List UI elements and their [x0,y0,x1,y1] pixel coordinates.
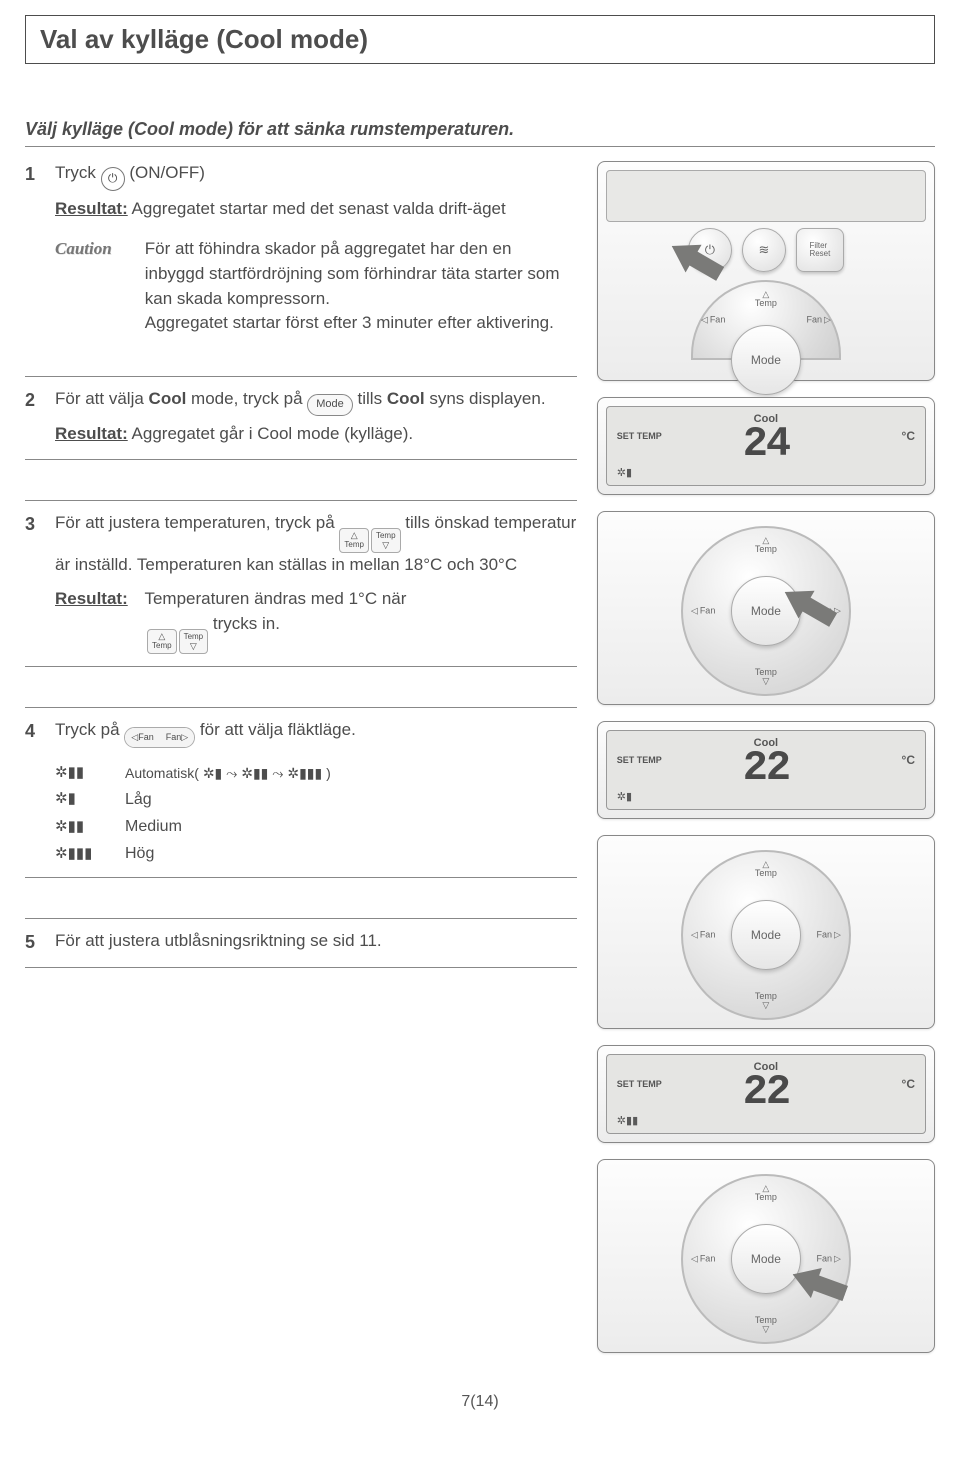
mode-center-button[interactable]: Mode [731,576,801,646]
fan-mode-med: ✲▮▮ Medium [55,815,577,838]
page-number: 7(14) [25,1393,935,1411]
page-title-box: Val av kylläge (Cool mode) [25,15,935,64]
s2-c: tills [358,389,387,408]
s3-res-a: Temperaturen ändras med 1°C när [144,589,406,608]
lcd-4-fan-icon: ✲▮▮ [617,1114,638,1127]
s2-a: För att välja [55,389,149,408]
figure-1-blank-display [606,170,926,222]
lcd-3-fan-icon: ✲▮ [617,790,632,803]
step-1-result-label: Resultat: [55,199,128,218]
step-4: 4 Tryck på ◁FanFan▷ för att välja fläktl… [25,707,577,878]
fan-med-icon: ✲▮▮ [55,816,105,838]
figure-4: Cool SET TEMP °C 22 ✲▮ [597,721,935,819]
figure-2: Cool SET TEMP °C 24 ✲▮ [597,397,935,495]
lcd-display-3: Cool SET TEMP °C 22 ✲▮ [606,730,926,810]
filter-reset-button[interactable]: Filter Reset [796,228,844,272]
step-1-post: (ON/OFF) [129,163,205,182]
figure-3: △Temp Temp▽ ◁Fan Fan▷ Mode [597,511,935,705]
s2-b: mode, tryck på [186,389,307,408]
step-3: 3 För att justera temperaturen, tryck på… [25,500,577,667]
lcd-2-value: 24 [615,423,917,465]
step-4-num: 4 [25,718,55,744]
s2-cool1: Cool [149,389,187,408]
mode-button-icon: Mode [307,394,353,416]
step-2-num: 2 [25,387,55,413]
page-title: Val av kylläge (Cool mode) [40,24,368,54]
swing-button[interactable]: ≋ [742,228,786,272]
lcd-display-4: Cool SET TEMP °C 22 ✲▮▮ [606,1054,926,1134]
temp-buttons-icon: △Temp Temp▽ [339,528,400,553]
control-pad-3[interactable]: △Temp Temp▽ ◁Fan Fan▷ Mode [681,526,851,696]
temp-buttons-icon-2: △Temp Temp▽ [147,629,208,654]
intro-text: Välj kylläge (Cool mode) för att sänka r… [25,119,935,140]
s3-res-b: trycks in. [213,614,280,633]
s2-d: syns displayen. [425,389,546,408]
lcd-display-2: Cool SET TEMP °C 24 ✲▮ [606,406,926,486]
caution-text: För att föhindra skador på aggregatet ha… [145,237,572,336]
step-1-pre: Tryck [55,163,101,182]
control-pad-5[interactable]: △Temp Temp▽ ◁Fan Fan▷ Mode [681,850,851,1020]
figure-5: △Temp Temp▽ ◁Fan Fan▷ Mode [597,835,935,1029]
fan-high-icon: ✲▮▮▮ [55,843,105,865]
step-2-result-label: Resultat: [55,424,128,443]
fan-mode-auto: ✲▮▮ Automatisk( ✲▮ ⤳ ✲▮▮ ⤳ ✲▮▮▮ ) [55,762,577,784]
main-columns: 1 Tryck ⏻ (ON/OFF) Resultat: Aggregatet … [25,161,935,1353]
step-1-num: 1 [25,161,55,187]
caution-label: Caution [55,237,140,262]
figures-column: ⏻ ≋ Filter Reset △Temp ◁Fan Fan▷ Mode Co… [597,161,935,1353]
s2-cool2: Cool [387,389,425,408]
fan-mode-high: ✲▮▮▮ Hög [55,842,577,865]
fan-buttons-icon: ◁FanFan▷ [124,727,195,748]
fan-mode-low: ✲▮ Låg [55,788,577,811]
s4-post: för att välja fläktläge. [200,720,356,739]
step-2: 2 För att välja Cool mode, tryck på Mode… [25,376,577,460]
power-button-icon: ⏻ [101,167,125,191]
fan-low-icon: ✲▮ [55,788,105,810]
lcd-4-value: 22 [615,1071,917,1113]
step-5: 5 För att justera utblåsningsriktning se… [25,918,577,968]
step-3-result-label: Resultat: [55,589,128,608]
s5-text: För att justera utblåsningsriktning se s… [55,931,382,950]
step-5-num: 5 [25,929,55,955]
figure-1: ⏻ ≋ Filter Reset △Temp ◁Fan Fan▷ Mode [597,161,935,381]
intro-separator [25,146,935,147]
step-2-result-text: Aggregatet går i Cool mode (kylläge). [132,424,414,443]
instructions-column: 1 Tryck ⏻ (ON/OFF) Resultat: Aggregatet … [25,161,577,1353]
step-1-result-text: Aggregatet startar med det senast valda … [132,199,506,218]
figure-7: △Temp Temp▽ ◁Fan Fan▷ Mode [597,1159,935,1353]
lcd-3-value: 22 [615,747,917,789]
fan-auto-icon: ✲▮▮ [55,762,105,784]
s3-a: För att justera temperaturen, tryck på [55,513,339,532]
step-3-num: 3 [25,511,55,537]
step-1: 1 Tryck ⏻ (ON/OFF) Resultat: Aggregatet … [25,161,577,336]
figure-6: Cool SET TEMP °C 22 ✲▮▮ [597,1045,935,1143]
lcd-2-fan-icon: ✲▮ [617,466,632,479]
s4-pre: Tryck på [55,720,124,739]
control-pad-7[interactable]: △Temp Temp▽ ◁Fan Fan▷ Mode [681,1174,851,1344]
